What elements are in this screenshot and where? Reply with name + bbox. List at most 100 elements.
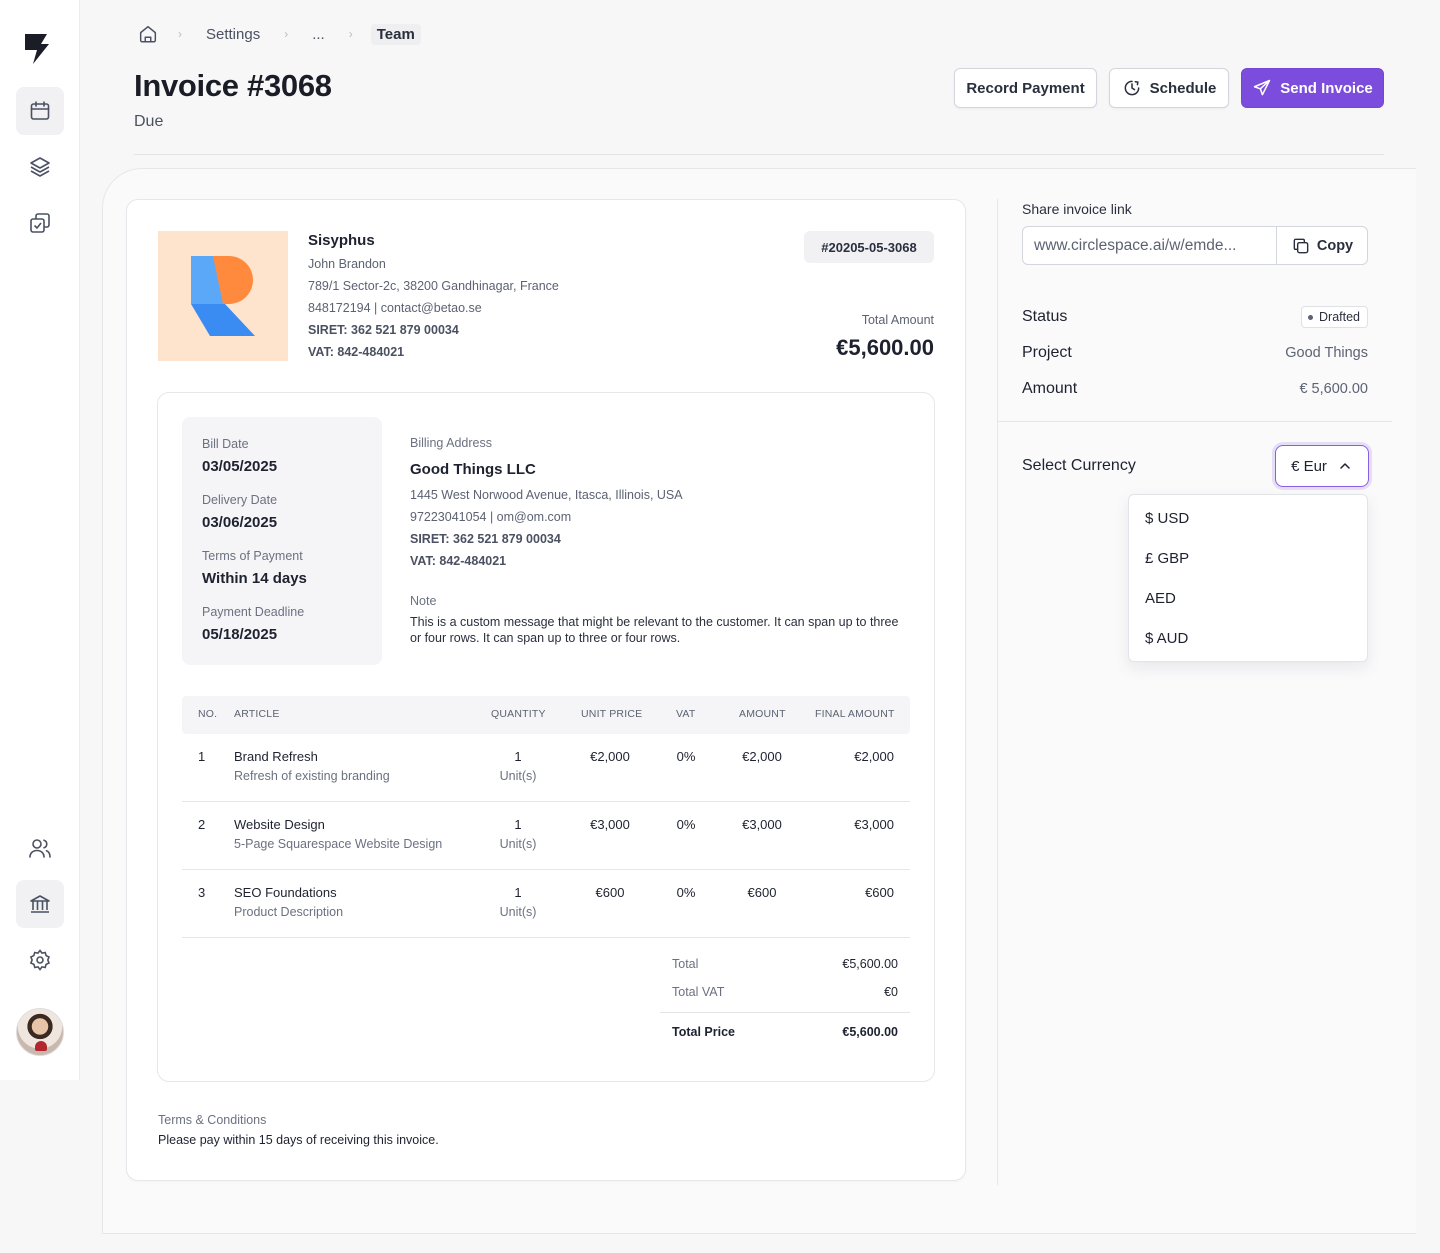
terms-text: Please pay within 15 days of receiving t… [158,1133,439,1147]
currency-option-usd[interactable]: $ USD [1145,510,1190,527]
user-avatar[interactable] [16,1008,64,1056]
row-description: 5-Page Squarespace Website Design [234,837,443,851]
layers-nav-button[interactable] [16,143,64,191]
total-amount-label: Total Amount [861,313,934,327]
payment-deadline-value: 05/18/2025 [202,626,278,643]
sidebar [0,0,80,1080]
col-article: ARTICLE [234,708,280,720]
row-divider [182,801,910,802]
row-final-amount: €600 [865,885,894,900]
status-badge: Drafted [1301,306,1368,328]
row-quantity: 1 [514,885,522,900]
record-payment-label: Record Payment [966,79,1085,97]
row-vat: 0% [676,749,696,764]
clock-icon [1124,80,1140,96]
row-amount: €3,000 [742,817,782,832]
row-unit-price: €3,000 [590,817,630,832]
breadcrumb: › Settings › ... › Team [136,22,421,46]
delivery-date-value: 03/06/2025 [202,514,278,531]
share-link-label: Share invoice link [1022,201,1132,217]
col-final-amount: FINAL AMOUNT [815,708,895,720]
status-value: Drafted [1319,310,1360,324]
col-amount: AMOUNT [739,708,786,720]
gear-icon [29,949,51,971]
row-description: Product Description [234,905,344,919]
select-currency-label: Select Currency [1022,457,1136,474]
schedule-label: Schedule [1149,79,1217,97]
currency-select[interactable]: € Eur [1275,445,1369,487]
page-subtitle: Due [134,113,164,130]
currency-option-gbp[interactable]: £ GBP [1145,550,1190,567]
summary-divider [660,1012,910,1013]
row-description: Refresh of existing branding [234,769,390,783]
terms-of-payment-label: Terms of Payment [202,549,303,563]
send-invoice-label: Send Invoice [1280,79,1373,97]
settings-nav-button[interactable] [16,936,64,984]
summary-vat-value: €0 [884,985,898,999]
terms-label: Terms & Conditions [158,1113,267,1127]
record-payment-button[interactable]: Record Payment [954,68,1097,108]
delivery-date-label: Delivery Date [202,493,278,507]
row-quantity: 1 [514,817,522,832]
summary-price-value: €5,600.00 [842,1025,898,1039]
breadcrumb-team[interactable]: Team [370,23,421,45]
row-amount: €600 [747,885,777,900]
brand-logo-icon[interactable] [22,30,54,66]
company-logo [158,231,288,361]
currency-selected-value: € Eur [1291,457,1327,475]
row-final-amount: €2,000 [854,749,894,764]
breadcrumb-settings[interactable]: Settings [206,25,261,43]
billing-address: 1445 West Norwood Avenue, Itasca, Illino… [410,488,683,502]
status-label: Status [1022,308,1068,325]
payment-deadline-label: Payment Deadline [202,605,305,619]
col-quantity: QUANTITY [491,708,546,720]
row-number: 1 [198,749,206,764]
total-amount-value: €5,600.00 [836,335,934,360]
chevron-right-icon: › [348,27,353,41]
row-article: Website Design [234,817,325,832]
note-text: This is a custom message that might be r… [410,615,899,645]
company-siret: SIRET: 362 521 879 00034 [308,323,459,337]
row-number: 3 [198,885,206,900]
page-title: Invoice #3068 [134,68,332,103]
schedule-button[interactable]: Schedule [1109,68,1229,108]
col-no: NO. [198,708,218,720]
breadcrumb-ellipsis[interactable]: ... [312,25,325,43]
currency-option-aed[interactable]: AED [1145,590,1176,607]
invoice-number-badge: #20205-05-3068 [804,231,934,263]
row-number: 2 [198,817,206,832]
copy-label: Copy [1316,237,1354,254]
bank-nav-button[interactable] [16,880,64,928]
row-unit: Unit(s) [499,769,537,783]
send-invoice-button[interactable]: Send Invoice [1241,68,1384,108]
dates-box [182,417,382,665]
chevron-right-icon: › [178,27,182,41]
share-link-field: www.circlespace.ai/w/emde... Copy [1022,226,1368,265]
row-vat: 0% [676,885,696,900]
row-quantity: 1 [514,749,522,764]
right-panel-divider [997,199,998,1185]
users-nav-button[interactable] [16,824,64,872]
row-unit: Unit(s) [499,837,537,851]
send-icon [1253,79,1271,96]
home-icon[interactable] [136,22,160,46]
row-final-amount: €3,000 [854,817,894,832]
project-label: Project [1022,344,1072,361]
currency-dropdown: $ USD £ GBP AED $ AUD [1128,494,1368,662]
share-link-input[interactable]: www.circlespace.ai/w/emde... [1023,227,1277,264]
row-article: Brand Refresh [234,749,318,764]
summary-total-value: €5,600.00 [842,957,898,971]
company-name: Sisyphus [308,232,375,249]
currency-option-aud[interactable]: $ AUD [1145,630,1189,647]
row-amount: €2,000 [742,749,782,764]
table-header [182,696,910,734]
summary-total-label: Total [672,957,699,971]
summary-vat-label: Total VAT [672,985,725,999]
copy-button[interactable]: Copy [1277,227,1367,264]
status-dot-icon [1308,314,1313,320]
row-vat: 0% [676,817,696,832]
bill-date-label: Bill Date [202,437,249,451]
tasks-nav-button[interactable] [16,199,64,247]
note-label: Note [410,594,437,608]
calendar-nav-button[interactable] [16,87,64,135]
